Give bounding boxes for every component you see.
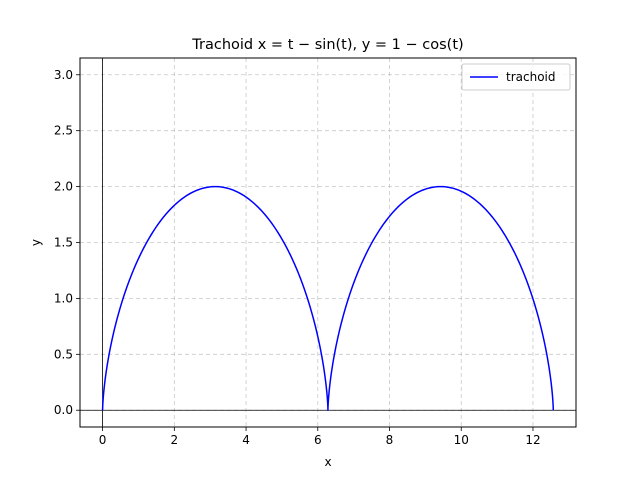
chart-title: Trachoid x = t − sin(t), y = 1 − cos(t) [191,37,463,53]
series-layer [101,185,555,411]
y-tick-label: 2.0 [54,180,73,194]
x-tick-label: 2 [171,433,179,447]
x-tick-label: 0 [99,433,107,447]
x-tick-label: 4 [242,433,250,447]
legend-label-trachoid: trachoid [506,70,556,84]
series-line-trachoid [101,185,555,411]
y-tick-label: 1.5 [54,236,73,250]
x-tick-label: 6 [314,433,322,447]
x-tick-label: 10 [454,433,469,447]
legend: trachoid [461,63,571,91]
y-tick-label: 1.0 [54,291,73,305]
y-ticks: 0.0 0.5 1.0 1.5 2.0 2.5 3.0 [54,68,80,417]
y-tick-label: 0.5 [54,347,73,361]
x-tick-label: 12 [525,433,540,447]
y-tick-label: 0.0 [54,403,73,417]
x-ticks: 0 2 4 6 8 10 12 [99,427,541,447]
x-axis-label: x [324,455,331,469]
x-tick-label: 8 [386,433,394,447]
y-tick-label: 3.0 [54,68,73,82]
y-tick-label: 2.5 [54,124,73,138]
legend-box [461,63,571,91]
y-axis-label: y [29,239,43,246]
